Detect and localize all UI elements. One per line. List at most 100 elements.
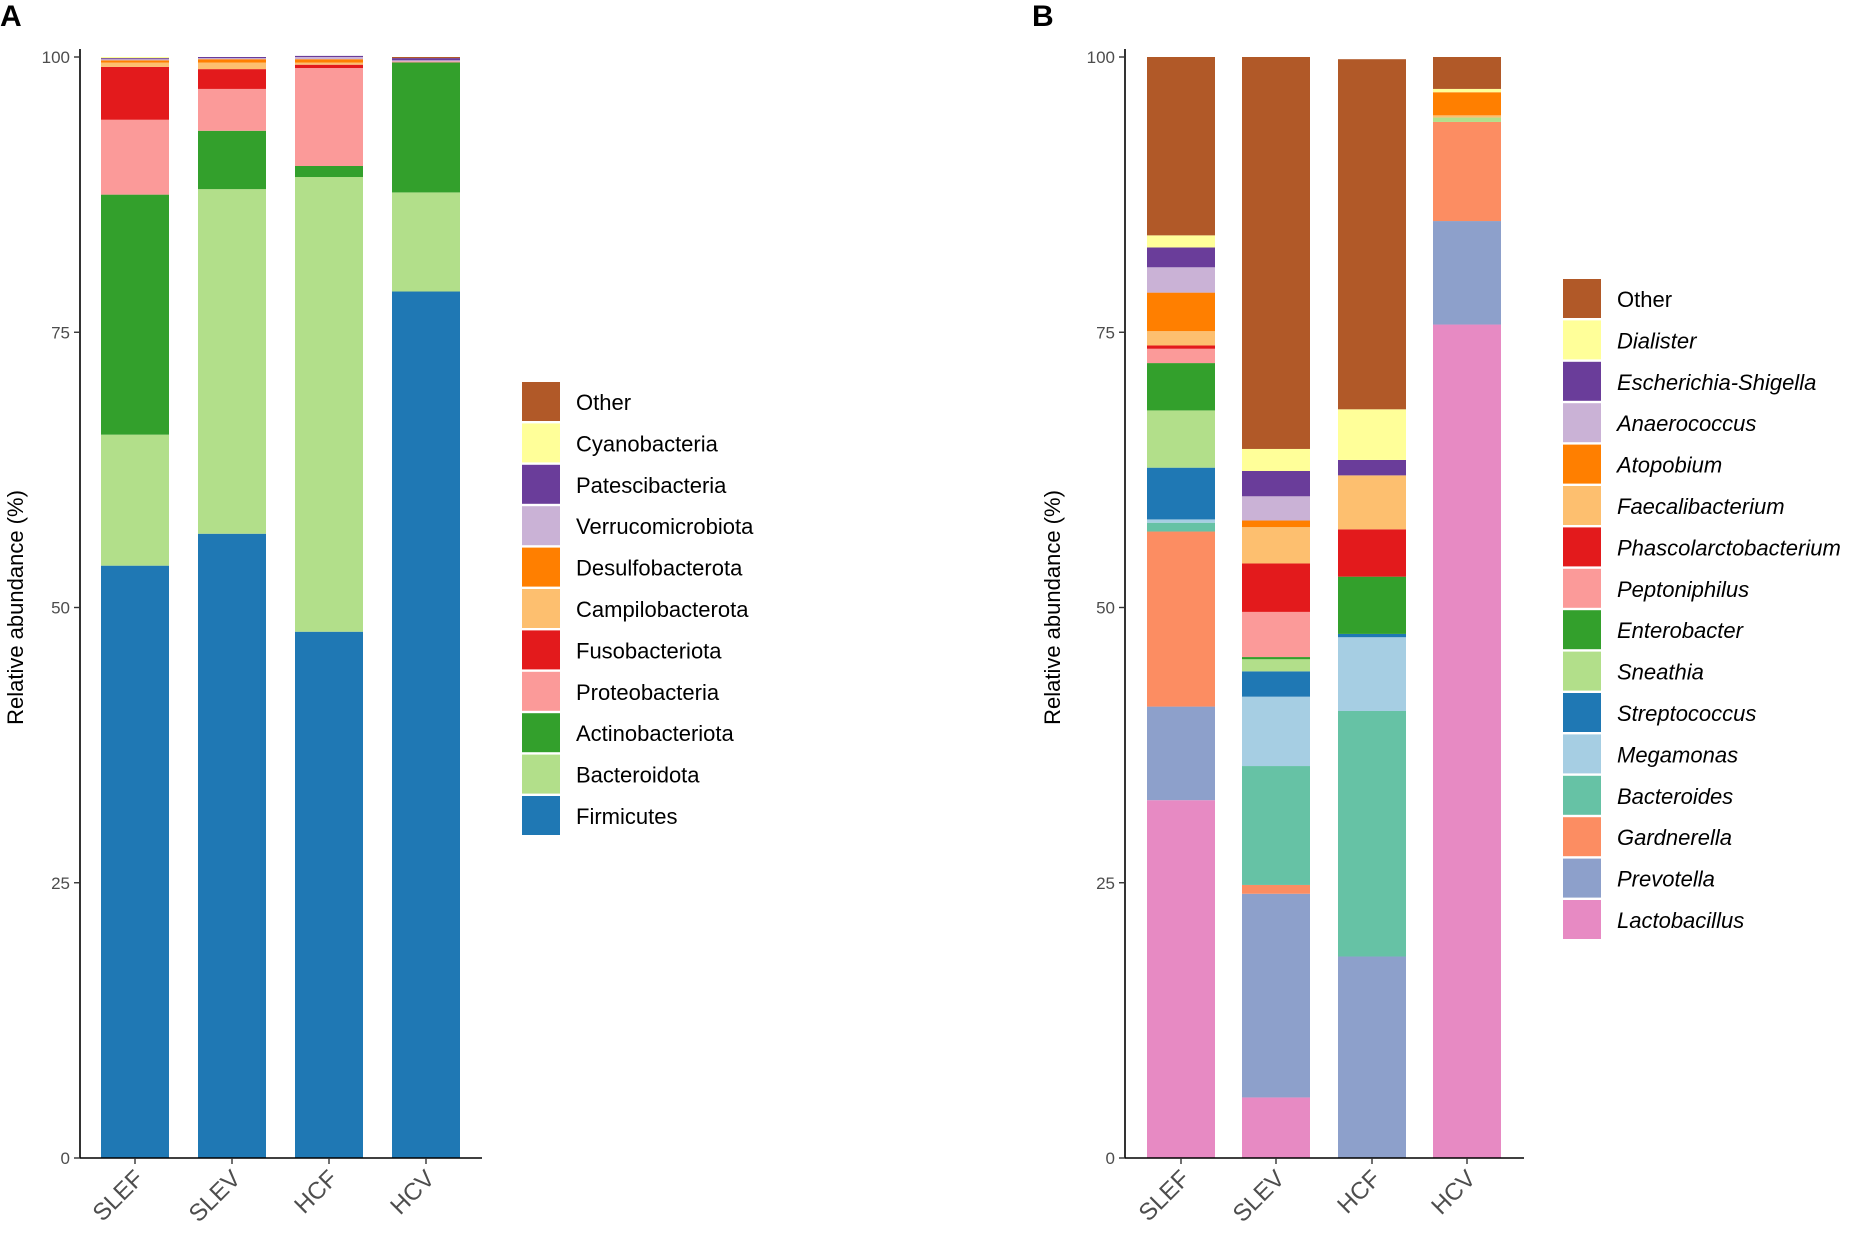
panel-a-x-tick-label-hcf: HCF: [289, 1165, 343, 1219]
panel-a-bar-slef-patescibacteria: [101, 58, 169, 60]
panel-a-bar-slef-desulfobacterota: [101, 60, 169, 63]
panel-a-bar-slef-bacteroidota: [101, 434, 169, 566]
panel-a-bar-hcf-proteobacteria: [295, 68, 363, 166]
panel-b-legend-swatch-enterobacter: [1563, 610, 1601, 650]
panel-a-legend-swatch-firmicutes: [522, 796, 560, 835]
panel-b-bar-slev-lactobacillus: [1242, 1097, 1310, 1158]
panel-a-x-tick-label-hcv: HCV: [385, 1165, 440, 1220]
panel-b-bar-hcv-prevotella: [1433, 221, 1501, 325]
panel-b-legend-label-bacteroides: Bacteroides: [1617, 784, 1733, 809]
panel-b-bar-slev-bacteroides: [1242, 766, 1310, 885]
panel-a-legend-swatch-fusobacteriota: [522, 630, 560, 670]
panel-a: A 0 25 50 75 100 SLEF SLEV HCF HCV Relative abund…: [0, 0, 754, 1228]
panel-b-bar-hcv-faecalibacterium: [1433, 115, 1501, 118]
panel-b-bar-slev-other: [1242, 57, 1310, 449]
panel-b-legend-swatch-megamonas: [1563, 734, 1601, 774]
panel-a-legend-swatch-proteobacteria: [522, 671, 560, 711]
panel-b-bar-slev-streptococcus: [1242, 671, 1310, 697]
panel-a-bar-slev-proteobacteria: [198, 88, 266, 131]
panel-b-bar-slef-enterobacter: [1147, 363, 1215, 411]
panel-b-bar-hcf-bacteroides: [1338, 710, 1406, 957]
panel-b-legend-label-peptoniphilus: Peptoniphilus: [1617, 577, 1749, 602]
panel-a-legend-swatch-patescibacteria: [522, 464, 560, 504]
panel-a-legend-label-patescibacteria: Patescibacteria: [576, 473, 727, 498]
panel-a-legend-label-bacteroidota: Bacteroidota: [576, 763, 700, 788]
panel-a-legend-swatch-cyanobacteria: [522, 423, 560, 463]
panel-a-bar-hcv-firmicutes: [392, 291, 460, 1158]
panel-b-bar-slef-bacteroides: [1147, 522, 1215, 532]
panel-a-legend-swatch-bacteroidota: [522, 754, 560, 794]
panel-a-bar-slev-fusobacteriota: [198, 69, 266, 89]
panel-a-bar-hcv-other: [392, 57, 460, 59]
panel-a-legend-swatch-campilobacterota: [522, 589, 560, 628]
panel-a-legend-label-cyanobacteria: Cyanobacteria: [576, 431, 719, 456]
panel-b-legend-label-megamonas: Megamonas: [1617, 742, 1738, 767]
panel-a-legend-swatch-verrucomicrobiota: [522, 506, 560, 546]
panel-b-bar-slev-megamonas: [1242, 696, 1310, 767]
panel-b-y-tick-label: 25: [1096, 874, 1115, 893]
panel-a-bar-hcf-desulfobacterota: [295, 59, 363, 63]
panel-a-bar-slev-firmicutes: [198, 533, 266, 1158]
panel-a-legend-label-proteobacteria: Proteobacteria: [576, 680, 720, 705]
panel-b-y-tick-label: 100: [1087, 48, 1115, 67]
panel-b-legend-label-phascolarctobacterium: Phascolarctobacterium: [1617, 535, 1841, 560]
panel-b-bar-slef-prevotella: [1147, 706, 1215, 801]
panel-a-bar-hcf-bacteroidota: [295, 177, 363, 632]
panel-a-bar-slef-verrucomicrobiota: [101, 59, 169, 61]
panel-a-bar-slef-fusobacteriota: [101, 66, 169, 120]
panel-b-y-tick-label: 50: [1096, 599, 1115, 618]
panel-b-bar-slev-escherichia-shigella: [1242, 470, 1310, 497]
panel-a-legend-swatch-actinobacteriota: [522, 713, 560, 753]
panel-a-legend-label-other: Other: [576, 390, 631, 415]
panel-b-bar-slef-streptococcus: [1147, 467, 1215, 520]
panel-b-legend-label-dialister: Dialister: [1617, 328, 1698, 353]
panel-a-bar-slef-campilobacterota: [101, 62, 169, 67]
panel-b-bar-slef-megamonas: [1147, 519, 1215, 523]
panel-b-bar-slev-phascolarctobacterium: [1242, 563, 1310, 612]
panel-a-bar-hcf-campilobacterota: [295, 62, 363, 65]
panel-a-bar-slef-firmicutes: [101, 565, 169, 1158]
panel-b-bar-hcf-other: [1338, 59, 1406, 410]
panel-a-bar-hcf-verrucomicrobiota: [295, 57, 363, 60]
panel-a-legend-label-actinobacteriota: Actinobacteriota: [576, 721, 735, 746]
panel-b-legend-swatch-other: [1563, 279, 1601, 318]
panel-b-bar-slev-peptoniphilus: [1242, 611, 1310, 658]
panel-b-x-tick-label-hcf: HCF: [1332, 1165, 1386, 1219]
panel-b-bar-slev-anaerococcus: [1242, 496, 1310, 521]
panel-b-bar-hcf-phascolarctobacterium: [1338, 529, 1406, 577]
panel-b-bar-slef-escherichia-shigella: [1147, 247, 1215, 268]
panel-b-bar-slev-faecalibacterium: [1242, 527, 1310, 564]
panel-b-legend-label-other: Other: [1617, 287, 1672, 312]
panel-b-bar-hcf-escherichia-shigella: [1338, 459, 1406, 476]
panel-a-bar-hcf-firmicutes: [295, 631, 363, 1158]
panel-b-x-tick-label-slef: SLEF: [1134, 1165, 1196, 1227]
panel-b-bar-hcv-lactobacillus: [1433, 324, 1501, 1159]
panel-b-bar-hcv-gardnerella: [1433, 121, 1501, 222]
panel-a-legend-swatch-desulfobacterota: [522, 547, 560, 587]
panel-b-bar-slef-faecalibacterium: [1147, 331, 1215, 346]
panel-a-y-tick-label: 75: [51, 323, 70, 342]
panel-b-bar-hcv-dialister: [1433, 88, 1501, 93]
panel-b-legend-swatch-gardnerella: [1563, 817, 1601, 857]
panel-a-bar-hcv-proteobacteria: [392, 61, 460, 63]
panel-b-legend-label-anaerococcus: Anaerococcus: [1615, 411, 1756, 436]
panel-b-bar-hcf-enterobacter: [1338, 576, 1406, 634]
panel-a-y-tick-label: 50: [51, 599, 70, 618]
panel-b-bar-slev-enterobacter: [1242, 657, 1310, 660]
panel-a-bar-hcf-patescibacteria: [295, 55, 363, 57]
panel-a-legend-label-firmicutes: Firmicutes: [576, 804, 677, 829]
panel-a-bar-slev-verrucomicrobiota: [198, 58, 266, 60]
panel-b-bar-slef-dialister: [1147, 235, 1215, 248]
panel-a-bar-slev-desulfobacterota: [198, 59, 266, 63]
panel-b-legend-swatch-bacteroides: [1563, 775, 1601, 815]
panel-a-bar-hcv-bacteroidota: [392, 192, 460, 292]
panel-b-legend-swatch-phascolarctobacterium: [1563, 527, 1601, 567]
panel-b-legend-swatch-dialister: [1563, 320, 1601, 360]
panel-a-legend-label-desulfobacterota: Desulfobacterota: [576, 556, 743, 581]
panel-b-y-tick-label: 0: [1106, 1149, 1115, 1168]
panel-b-bar-slef-peptoniphilus: [1147, 348, 1215, 364]
panel-b-legend-label-streptococcus: Streptococcus: [1617, 701, 1756, 726]
panel-a-bar-slef-actinobacteriota: [101, 194, 169, 435]
panel-b-bar-hcf-faecalibacterium: [1338, 475, 1406, 530]
panel-b-legend-swatch-streptococcus: [1563, 693, 1601, 732]
